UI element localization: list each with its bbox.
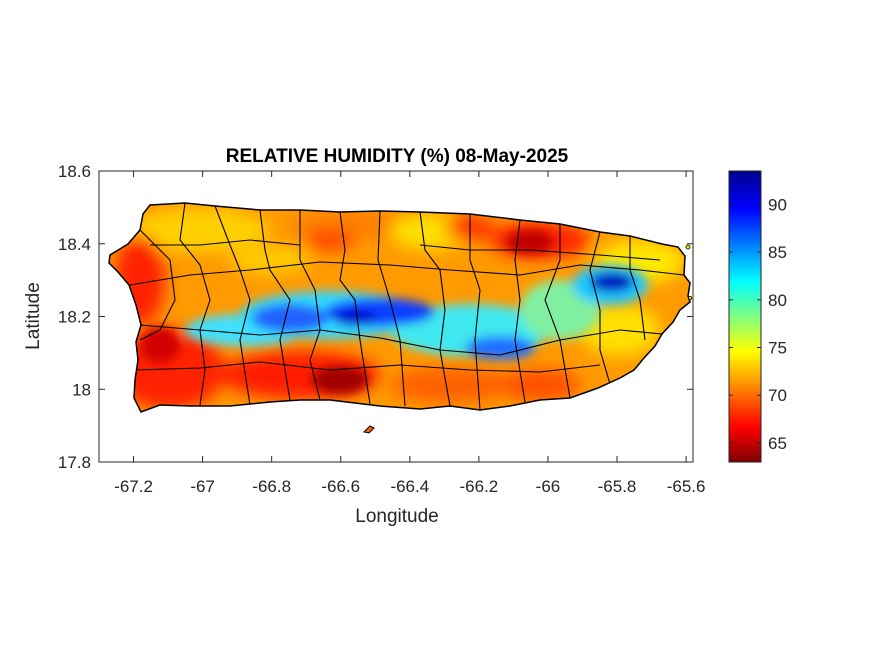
islet-east-2 xyxy=(688,295,693,300)
x-axis-ticks: -67.2 -67 -66.8 -66.6 -66.4 -66.2 -66 -65.8 -65.… xyxy=(114,171,705,496)
x-tick-label: -66.6 xyxy=(321,477,360,496)
y-axis-label: Latitude xyxy=(23,282,44,350)
x-tick-label: -67 xyxy=(190,477,215,496)
y-tick-label: 18.4 xyxy=(58,235,91,254)
x-axis-label: Longitude xyxy=(355,506,438,527)
y-tick-label: 18.6 xyxy=(58,162,91,181)
municipality-boundaries xyxy=(129,203,685,411)
x-tick-label: -66.2 xyxy=(460,477,499,496)
colorbar-tick-label: 75 xyxy=(768,339,787,358)
colorbar-tick-label: 65 xyxy=(768,434,787,453)
colorbar-tick-label: 85 xyxy=(768,243,787,262)
y-tick-label: 18 xyxy=(72,380,91,399)
y-tick-label-bottom: 17.8 xyxy=(58,453,91,472)
x-tick-label: -66 xyxy=(536,477,561,496)
chart-title: RELATIVE HUMIDITY (%) 08-May-2025 xyxy=(226,146,569,167)
x-tick-label: -67.2 xyxy=(114,477,153,496)
x-tick-label: -66.4 xyxy=(390,477,429,496)
x-tick-label: -65.6 xyxy=(667,477,706,496)
colorbar-tick-label: 90 xyxy=(768,195,787,214)
x-tick-label: -66.8 xyxy=(252,477,291,496)
y-axis-ticks: 18.6 18.4 18.2 18 17.8 xyxy=(58,162,693,472)
y-tick-label: 18.2 xyxy=(58,308,91,327)
humidity-field xyxy=(109,203,690,412)
islet-east xyxy=(685,244,691,250)
colorbar-ticks: 90 85 80 75 70 65 xyxy=(729,195,787,453)
colorbar-tick-label: 70 xyxy=(768,386,787,405)
caja-de-muertos-islet xyxy=(362,425,375,434)
colorbar xyxy=(728,170,762,463)
x-tick-label: -65.8 xyxy=(598,477,637,496)
colorbar-tick-label: 80 xyxy=(768,291,787,310)
